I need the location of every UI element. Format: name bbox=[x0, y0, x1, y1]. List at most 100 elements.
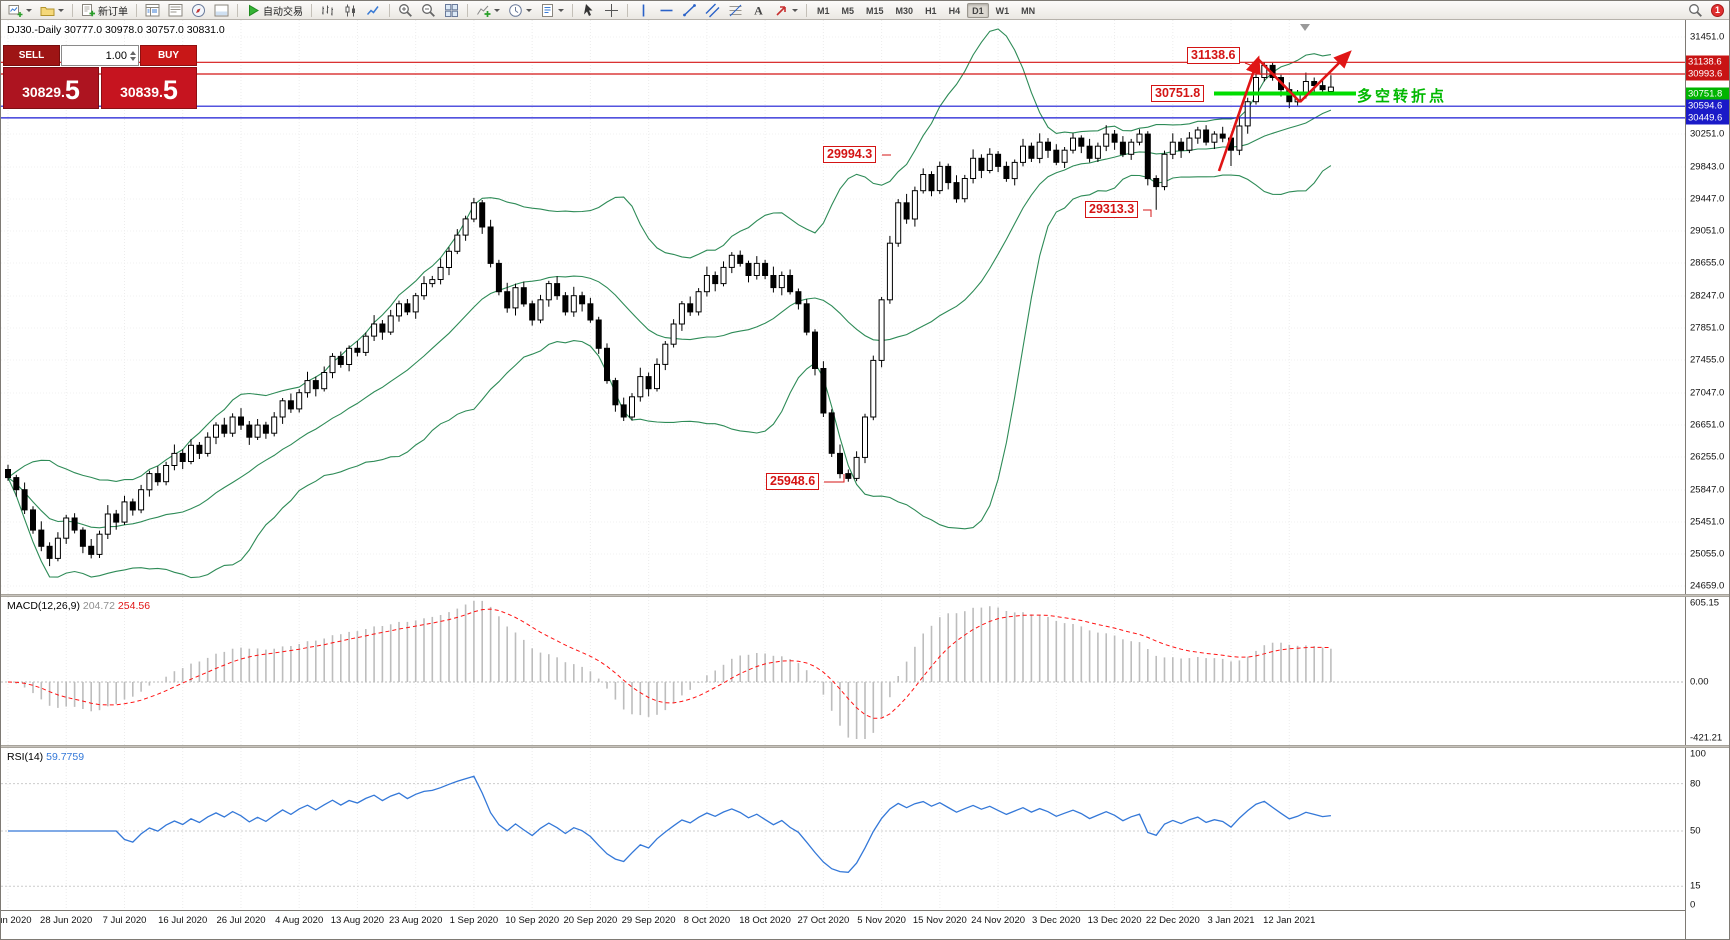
chart-profiles-button[interactable] bbox=[36, 2, 68, 19]
timeframe-d1-button[interactable]: D1 bbox=[967, 2, 989, 18]
time-axis-label: 7 Jul 2020 bbox=[102, 915, 147, 926]
macd-histogram bbox=[15, 600, 1332, 739]
new-chart-icon bbox=[8, 4, 23, 17]
price-axis-tick: 29447.0 bbox=[1690, 193, 1725, 205]
horizontal-line-button[interactable] bbox=[655, 2, 678, 19]
timeframe-h1-button[interactable]: H1 bbox=[925, 5, 937, 16]
price-axis-tick: 25451.0 bbox=[1690, 516, 1725, 528]
timeframe-m5-button[interactable]: M5 bbox=[841, 5, 855, 16]
notification-badge[interactable]: 1 bbox=[1711, 3, 1724, 17]
search-icon bbox=[1689, 3, 1702, 17]
rsi-pane-canvas[interactable] bbox=[1, 748, 1685, 910]
sell-price: 30829. bbox=[22, 84, 65, 100]
price-axis-tick: 29843.0 bbox=[1690, 161, 1725, 173]
macd-axis-tick: 0.00 bbox=[1690, 676, 1709, 688]
toolbar-separator bbox=[627, 3, 628, 17]
price-axis[interactable] bbox=[1685, 20, 1729, 939]
cursor-button[interactable] bbox=[577, 2, 600, 19]
one-click-trading-panel[interactable]: SELL 1.00 BUY 30829. 5 30839. 5 bbox=[3, 45, 197, 109]
time-axis-label: 16 Jul 2020 bbox=[158, 915, 208, 926]
zoom-in-icon bbox=[399, 3, 412, 17]
channel-button[interactable] bbox=[701, 2, 724, 19]
navigator-button[interactable] bbox=[187, 2, 210, 19]
volume-input[interactable]: 1.00 bbox=[61, 45, 139, 66]
price-axis-tick: 30251.0 bbox=[1690, 128, 1725, 140]
time-axis[interactable] bbox=[1, 910, 1685, 939]
toolbar-separator bbox=[136, 3, 137, 17]
price-axis-tick: 25847.0 bbox=[1690, 484, 1725, 496]
arrows-button[interactable] bbox=[770, 2, 802, 19]
autotrading-button[interactable]: 自动交易 bbox=[242, 2, 307, 19]
fibonacci-button[interactable] bbox=[724, 2, 747, 19]
timeframe-m30-button[interactable]: M30 bbox=[895, 5, 914, 16]
zoom-in-button[interactable] bbox=[394, 2, 417, 19]
price-annotation[interactable]: 25948.6 bbox=[766, 473, 820, 490]
trend-arrow[interactable] bbox=[1217, 55, 1261, 172]
text-tool-button[interactable]: A bbox=[747, 2, 770, 19]
timeframe-m1-button[interactable]: M1 bbox=[817, 5, 830, 16]
note-text[interactable]: 多空转折点 bbox=[1357, 88, 1448, 105]
terminal-icon bbox=[214, 4, 229, 16]
macd-signal-line bbox=[7, 608, 1331, 719]
timeframe-mn-button[interactable]: MN bbox=[1021, 5, 1036, 16]
timeframe-w1-button[interactable]: W1 bbox=[995, 5, 1010, 16]
chart-candles-button[interactable] bbox=[339, 2, 362, 19]
horizontal-line-icon bbox=[660, 9, 673, 11]
tile-windows-button[interactable] bbox=[440, 2, 463, 19]
spinner-up-icon[interactable] bbox=[130, 50, 136, 55]
crosshair-button[interactable] bbox=[600, 2, 623, 19]
timeframe-h4-button[interactable]: H4 bbox=[948, 5, 961, 16]
chart-line-button[interactable] bbox=[362, 2, 385, 19]
volume-spinner[interactable] bbox=[130, 50, 136, 61]
timeframe-m15-button[interactable]: M15 bbox=[866, 5, 884, 16]
time-axis-label: 15 Nov 2020 bbox=[912, 915, 967, 926]
market-watch-button[interactable] bbox=[141, 2, 164, 19]
time-axis-label: 13 Dec 2020 bbox=[1087, 915, 1142, 926]
toolbar: 新订单 自动交易 A M1 M5 M15 M30 H1 H4 D1 W1 MN 1 bbox=[1, 1, 1729, 20]
text-tool-icon: A bbox=[754, 3, 763, 17]
time-axis-label: 27 Oct 2020 bbox=[797, 915, 850, 926]
macd-signal-value: 254.56 bbox=[117, 600, 151, 612]
templates-button[interactable] bbox=[536, 2, 568, 19]
search-button[interactable] bbox=[1684, 2, 1707, 19]
buy-price-button[interactable]: 30839. 5 bbox=[101, 67, 197, 109]
data-window-icon bbox=[168, 3, 183, 16]
navigator-icon bbox=[192, 3, 205, 17]
trend-arrow[interactable] bbox=[1299, 50, 1352, 103]
vertical-line-button[interactable] bbox=[632, 2, 655, 19]
indicators-button[interactable] bbox=[472, 2, 504, 19]
macd-indicator-label: MACD(12,26,9) 204.72 254.56 bbox=[7, 600, 150, 612]
time-axis-label: 13 Aug 2020 bbox=[330, 915, 385, 926]
buy-button[interactable]: BUY bbox=[140, 45, 197, 66]
toolbar-separator bbox=[237, 3, 238, 17]
data-window-button[interactable] bbox=[164, 2, 187, 19]
trendline-button[interactable] bbox=[678, 2, 701, 19]
main-chart-canvas[interactable] bbox=[1, 20, 1685, 594]
periods-button[interactable] bbox=[504, 2, 536, 19]
pane-splitter[interactable] bbox=[1, 745, 1729, 748]
new-order-button[interactable]: 新订单 bbox=[77, 2, 132, 19]
price-annotation[interactable]: 31138.6 bbox=[1187, 47, 1240, 64]
pane-splitter[interactable] bbox=[1, 594, 1729, 597]
sell-price-button[interactable]: 30829. 5 bbox=[3, 67, 99, 109]
trend-arrow[interactable] bbox=[1257, 58, 1301, 103]
time-axis-label: 1 Sep 2020 bbox=[449, 915, 499, 926]
spinner-down-icon[interactable] bbox=[130, 56, 136, 61]
price-annotation[interactable]: 30751.8 bbox=[1151, 85, 1205, 102]
chart-line-icon bbox=[366, 5, 379, 15]
zoom-out-button[interactable] bbox=[417, 2, 440, 19]
chart-bars-button[interactable] bbox=[316, 2, 339, 19]
tile-windows-icon bbox=[445, 3, 458, 17]
price-annotation[interactable]: 29994.3 bbox=[823, 146, 877, 163]
vertical-line-icon bbox=[642, 4, 645, 16]
macd-pane-canvas[interactable] bbox=[1, 597, 1685, 745]
price-annotation[interactable]: 29313.3 bbox=[1085, 201, 1139, 218]
dropdown-caret-icon bbox=[494, 8, 500, 12]
chart-candles-icon bbox=[345, 4, 355, 16]
new-chart-button[interactable] bbox=[4, 2, 36, 19]
sell-button[interactable]: SELL bbox=[3, 45, 60, 66]
chart-shift-marker[interactable] bbox=[1300, 24, 1310, 31]
time-axis-label: 5 Nov 2020 bbox=[857, 915, 906, 926]
time-axis-label: 12 Jan 2021 bbox=[1263, 915, 1316, 926]
terminal-button[interactable] bbox=[210, 2, 233, 19]
